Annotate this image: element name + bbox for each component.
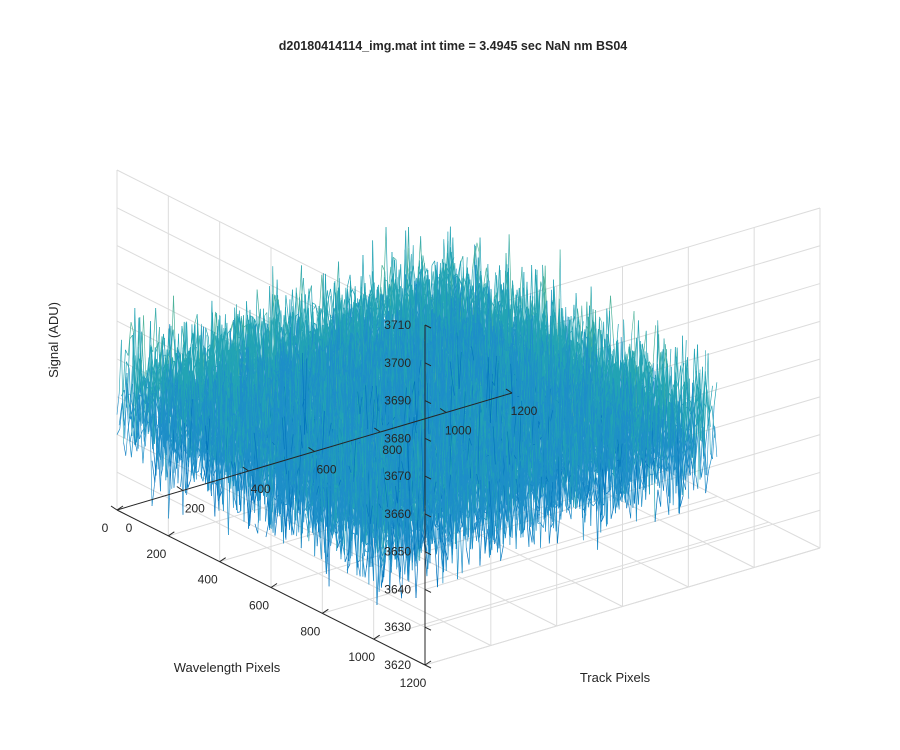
floor-gridline [373, 521, 769, 640]
surface-segment [613, 470, 618, 507]
wall-gridline [424, 509, 821, 628]
surface-segment [704, 371, 709, 426]
surface-segment [643, 330, 647, 356]
surface-segment [567, 506, 572, 520]
surface-segment [590, 502, 594, 507]
surface-segment [682, 359, 687, 496]
surface-segment [409, 537, 413, 561]
surface-segment [700, 460, 705, 478]
surface-segment [465, 547, 470, 565]
wall-gridline [424, 547, 821, 666]
surface-segment [654, 489, 659, 522]
surface-segment [703, 431, 708, 461]
surface-segment [700, 390, 705, 459]
surface-segment [548, 508, 553, 544]
surface-segment [434, 540, 438, 588]
surface-segment [679, 451, 684, 507]
surface-segment [713, 382, 718, 406]
surface-segment [596, 477, 601, 506]
surface-data [116, 226, 718, 606]
surface-segment [708, 458, 712, 472]
surface-segment [710, 405, 715, 460]
surface-segment [525, 506, 530, 547]
surface-segment [601, 515, 605, 522]
surface-segment [459, 508, 463, 574]
surface-segment [680, 495, 684, 507]
surface-segment [705, 471, 709, 494]
surface-segment [593, 501, 597, 507]
surface-segment [500, 545, 504, 561]
surface-segment [587, 497, 591, 502]
surface-segment [709, 385, 713, 410]
surface-segment [665, 484, 670, 515]
surface-segment [487, 528, 491, 556]
floor-gridline [322, 495, 718, 614]
chart-title: d20180414114_img.mat int time = 3.4945 s… [279, 39, 628, 53]
surface-segment [610, 506, 615, 519]
surface-segment [484, 528, 489, 554]
wall-gridline [424, 471, 821, 590]
surface-segment [652, 325, 656, 370]
surface-segment [657, 489, 662, 507]
surface-segment [566, 469, 570, 513]
surface-segment [703, 390, 707, 457]
